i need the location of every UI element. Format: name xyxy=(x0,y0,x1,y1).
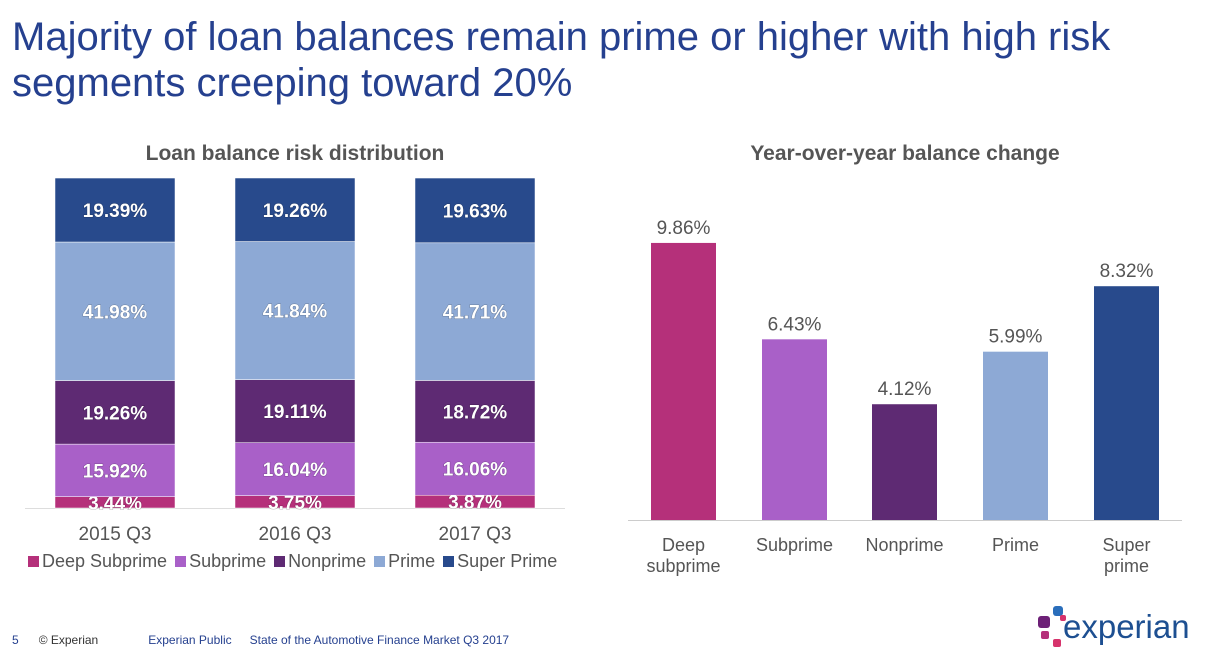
page-number: 5 xyxy=(12,633,19,647)
legend-label: Nonprime xyxy=(288,551,367,571)
data-label: 8.32% xyxy=(1100,261,1154,282)
data-label: 41.84% xyxy=(263,302,328,323)
legend-swatch xyxy=(443,556,455,567)
bar-segment xyxy=(234,177,356,242)
report-name: State of the Automotive Finance Market Q… xyxy=(249,633,510,647)
x-tick-label: Prime xyxy=(992,535,1039,555)
x-tick-label: Super xyxy=(1102,535,1150,555)
footer: 5 © Experian Experian Public State of th… xyxy=(12,633,509,647)
data-label: 3.44% xyxy=(88,493,142,514)
data-label: 16.06% xyxy=(443,460,508,481)
page-title: Majority of loan balances remain prime o… xyxy=(12,15,1111,105)
data-label: 16.04% xyxy=(263,460,328,481)
bar-segment xyxy=(414,380,536,443)
x-tick-label: Subprime xyxy=(756,535,833,555)
experian-logo-text: experian xyxy=(1063,608,1190,645)
legend: Deep Subprime Subprime Nonprime Prime Super … xyxy=(28,551,557,572)
data-label: 18.72% xyxy=(443,402,508,423)
legend-item: Super Prime xyxy=(443,551,557,572)
data-label: 19.11% xyxy=(263,402,326,423)
data-label: 19.39% xyxy=(83,201,148,222)
data-label: 3.87% xyxy=(448,493,502,514)
legend-swatch xyxy=(28,556,39,567)
data-label: 4.12% xyxy=(878,379,932,400)
legend-label: Deep Subprime xyxy=(42,551,168,571)
data-label: 19.63% xyxy=(443,201,508,222)
bar xyxy=(983,351,1048,520)
x-tick-label: subprime xyxy=(646,556,720,576)
x-tick-label: 2017 Q3 xyxy=(439,524,512,545)
legend-label: Prime xyxy=(388,551,436,571)
bar xyxy=(762,339,827,520)
classification: Experian Public xyxy=(148,633,232,647)
legend-item: Nonprime xyxy=(274,551,366,572)
bar xyxy=(651,242,716,520)
charts: 3.44% 15.92% 19.26% 41.98% 19.39% 2015 Q3 3.75… xyxy=(25,177,1182,576)
data-label: 6.43% xyxy=(768,314,822,335)
legend-item: Prime xyxy=(374,551,435,572)
x-tick-label: 2015 Q3 xyxy=(79,524,152,545)
data-label: 15.92% xyxy=(83,461,148,482)
bar-segment xyxy=(54,241,176,381)
legend-swatch xyxy=(175,556,187,567)
data-label: 19.26% xyxy=(83,403,148,424)
x-tick-label: prime xyxy=(1104,556,1149,576)
bar-segment xyxy=(414,177,536,244)
bar-segment xyxy=(414,242,536,381)
legend-swatch xyxy=(274,556,286,567)
bar-segment xyxy=(414,441,536,496)
legend-label: Super Prime xyxy=(457,551,558,571)
legend-label: Subprime xyxy=(189,551,267,571)
legend-item: Deep Subprime xyxy=(28,551,167,572)
x-tick-label: Deep xyxy=(662,535,705,555)
left-chart-title: Loan balance risk distribution xyxy=(145,142,445,165)
right-chart-title: Year-over-year balance change xyxy=(750,142,1060,165)
legend-swatch xyxy=(374,556,386,567)
x-tick-label: 2016 Q3 xyxy=(259,524,332,545)
data-label: 9.86% xyxy=(657,218,711,239)
bar-segment xyxy=(54,443,176,497)
experian-logo-icon xyxy=(1038,606,1066,647)
bar-segment xyxy=(54,380,176,445)
data-label: 5.99% xyxy=(989,327,1043,348)
copyright: © Experian xyxy=(38,633,99,647)
bar-segment xyxy=(54,177,176,243)
data-label: 41.71% xyxy=(443,303,508,324)
bar-segment xyxy=(234,241,356,380)
bar xyxy=(872,404,937,520)
data-label: 19.26% xyxy=(263,201,328,222)
legend-item: Subprime xyxy=(175,551,266,572)
data-label: 3.75% xyxy=(268,493,322,514)
data-label: 41.98% xyxy=(83,302,148,323)
bar-segment xyxy=(234,442,356,496)
bar-segment xyxy=(234,379,356,443)
x-tick-label: Nonprime xyxy=(865,535,943,555)
bar xyxy=(1094,286,1159,520)
